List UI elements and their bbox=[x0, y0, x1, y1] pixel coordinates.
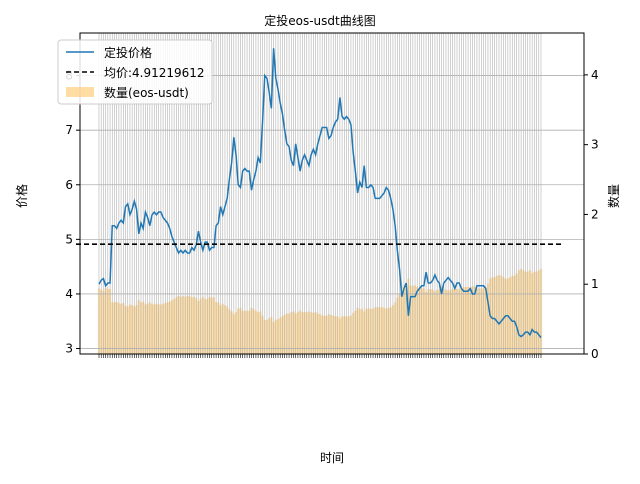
y-tick-label-left: 3 bbox=[65, 342, 73, 356]
chart-title: 定投eos-usdt曲线图 bbox=[264, 13, 376, 28]
y-tick-label-right: 1 bbox=[591, 277, 599, 291]
y-tick-label-left: 7 bbox=[65, 123, 73, 137]
y-tick-label-right: 2 bbox=[591, 207, 599, 221]
x-axis-label: 时间 bbox=[320, 451, 344, 465]
y-tick-label-left: 4 bbox=[65, 287, 73, 301]
plot-frame bbox=[79, 32, 585, 355]
right-axis-ticks: 0 1 2 3 4 bbox=[584, 68, 599, 361]
legend-label-price: 定投价格 bbox=[104, 45, 152, 60]
legend-label-quantity: 数量(eos-usdt) bbox=[104, 85, 189, 100]
legend-box bbox=[57, 39, 213, 105]
y-tick-label-right: 3 bbox=[591, 138, 599, 152]
price-line-layer bbox=[76, 48, 564, 339]
y-axis-label-left: 价格 bbox=[14, 184, 29, 208]
legend: 定投价格 均价:4.91219612 数量(eos-usdt) bbox=[57, 39, 213, 105]
left-axis-ticks: 345678 bbox=[65, 69, 80, 356]
legend-label-mean: 均价:4.91219612 bbox=[104, 66, 205, 80]
x-axis-ticks bbox=[98, 354, 542, 358]
y-tick-label-right: 0 bbox=[591, 347, 599, 361]
legend-swatch-quantity bbox=[66, 87, 94, 97]
y-tick-label-left: 5 bbox=[65, 232, 73, 246]
price-line bbox=[98, 48, 542, 339]
grid-lines bbox=[80, 33, 584, 354]
y-tick-label-right: 4 bbox=[591, 68, 599, 82]
y-axis-label-right: 数量 bbox=[606, 184, 621, 208]
y-tick-label-left: 6 bbox=[65, 178, 73, 192]
